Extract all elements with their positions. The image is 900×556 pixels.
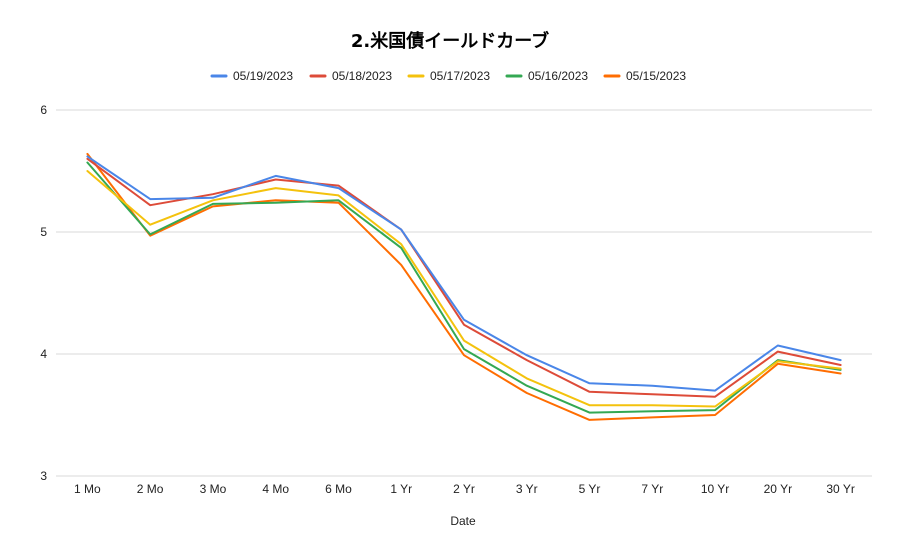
gridlines	[56, 109, 872, 477]
legend-label: 05/17/2023	[430, 69, 490, 83]
series-line-05/15/2023	[86, 152, 842, 421]
y-tick-label: 5	[40, 225, 47, 239]
series-layer	[86, 152, 842, 421]
x-tick-label: 1 Mo	[74, 482, 101, 496]
x-axis-title: Date	[450, 514, 476, 528]
legend-item[interactable]: 05/16/2023	[505, 69, 588, 83]
y-tick-label: 3	[40, 469, 47, 483]
series-line-05/16/2023	[86, 161, 842, 414]
y-tick-label: 6	[40, 103, 47, 117]
legend-label: 05/19/2023	[233, 69, 293, 83]
legend-label: 05/18/2023	[332, 69, 392, 83]
x-tick-label: 6 Mo	[325, 482, 352, 496]
x-tick-label: 20 Yr	[764, 482, 792, 496]
x-tick-label: 30 Yr	[826, 482, 854, 496]
series-line-05/18/2023	[86, 157, 842, 398]
legend-label: 05/15/2023	[626, 69, 686, 83]
legend-item[interactable]: 05/17/2023	[407, 69, 490, 83]
series-line-05/17/2023	[86, 170, 842, 408]
x-tick-label: 2 Yr	[453, 482, 475, 496]
x-tick-label: 7 Yr	[641, 482, 663, 496]
legend: 05/19/2023 05/18/2023 05/17/2023 05/16/2023…	[210, 69, 686, 83]
chart-title: 2.米国債イールドカーブ	[351, 30, 549, 52]
x-axis-ticks: 1 Mo 2 Mo 3 Mo 4 Mo 6 Mo 1 Yr 2 Yr 3 Yr 5 Yr 7 Yr…	[74, 482, 855, 496]
series-line-05/19/2023	[86, 155, 842, 392]
x-tick-label: 1 Yr	[390, 482, 412, 496]
legend-item[interactable]: 05/15/2023	[603, 69, 686, 83]
y-axis-ticks: 3 4 5 6	[40, 103, 47, 483]
x-tick-label: 2 Mo	[137, 482, 164, 496]
y-tick-label: 4	[40, 347, 47, 361]
x-tick-label: 5 Yr	[579, 482, 601, 496]
legend-label: 05/16/2023	[528, 69, 588, 83]
legend-item[interactable]: 05/19/2023	[210, 69, 293, 83]
x-tick-label: 3 Yr	[516, 482, 538, 496]
legend-item[interactable]: 05/18/2023	[309, 69, 392, 83]
x-tick-label: 10 Yr	[701, 482, 729, 496]
x-tick-label: 4 Mo	[262, 482, 289, 496]
x-tick-label: 3 Mo	[200, 482, 227, 496]
